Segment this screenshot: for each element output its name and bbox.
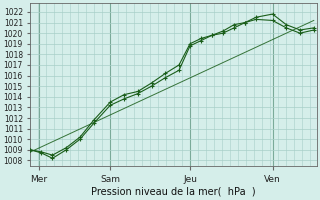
X-axis label: Pression niveau de la mer(  hPa  ): Pression niveau de la mer( hPa ) [91, 187, 256, 197]
